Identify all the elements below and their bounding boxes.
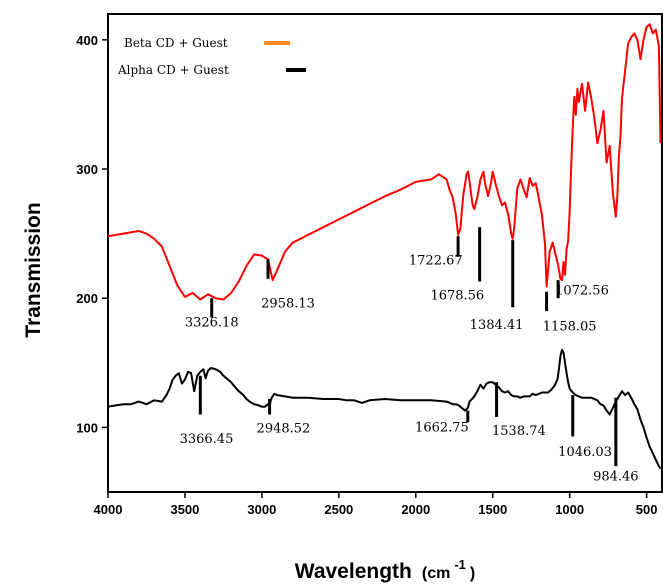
x-tick-label: 3000: [247, 502, 276, 517]
peak-label: 1538.74: [492, 424, 546, 439]
peak-label: 3366.45: [180, 432, 234, 447]
plot-border: [107, 13, 663, 493]
series-line-alpha-cd-guest: [107, 348, 662, 470]
peak-label: 2948.52: [257, 422, 311, 437]
x-tick-label: 2500: [324, 502, 353, 517]
x-tick-label: 4000: [94, 502, 123, 517]
y-tick-label: 400: [76, 33, 98, 48]
peak-label: 1158.05: [543, 320, 597, 335]
x-axis-title-close: ): [470, 565, 475, 582]
x-tick-label: 1500: [478, 502, 507, 517]
y-tick-label: 300: [76, 162, 98, 177]
peak-label: 1046.03: [558, 445, 612, 460]
x-axis-title-text: Wavelength: [295, 560, 412, 583]
x-tick-label: 2000: [401, 502, 430, 517]
x-axis-title-superscript: -1: [454, 557, 466, 572]
peak-label: 1662.75: [415, 420, 469, 435]
peak-label: 1722.67: [409, 254, 463, 269]
x-axis-title: Wavelength (cm -1 ): [295, 556, 475, 583]
plot-frame: [107, 13, 663, 493]
peak-label: 984.46: [593, 469, 639, 484]
x-tick-label: 500: [636, 502, 658, 517]
peak-label: 1072.56: [555, 283, 609, 298]
peak-label: 3326.18: [185, 316, 239, 331]
legend-label: Beta CD + Guest: [124, 36, 228, 50]
peak-label: 2958.13: [261, 296, 315, 311]
x-tick-label: 1000: [555, 502, 584, 517]
y-tick-label: 200: [76, 291, 98, 306]
legend: Beta CD + Guest Alpha CD + Guest: [117, 36, 306, 77]
legend-label: Alpha CD + Guest: [117, 63, 229, 77]
peak-label: 1678.56: [430, 289, 484, 304]
series-line-beta-cd-guest: [107, 23, 662, 301]
y-axis-title: Transmission: [22, 202, 45, 337]
axis-ticks: 4000 3500 3000 2500 2000 1500 1000 500 100 200 300…: [76, 33, 657, 517]
y-tick-label: 100: [76, 420, 98, 435]
peak-annotations: 3326.18 2958.13 1722.67 1678.56 1384.41 1158.…: [180, 227, 639, 484]
x-axis-title-unit: (cm: [422, 565, 450, 582]
x-tick-label: 3500: [170, 502, 199, 517]
peak-label: 1384.41: [470, 318, 524, 333]
series-lines: [107, 23, 662, 470]
